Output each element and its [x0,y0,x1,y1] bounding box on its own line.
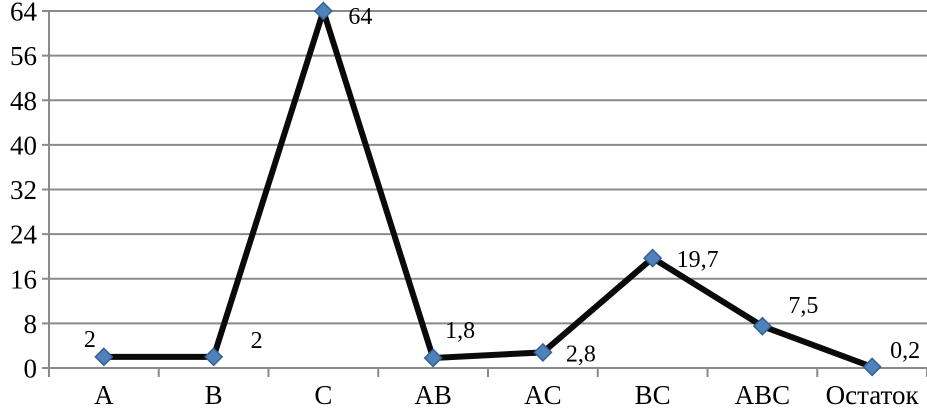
data-point-marker [204,347,224,367]
data-point-marker [423,348,443,368]
y-tick-label: 56 [10,41,37,71]
data-point-marker [313,1,333,21]
data-point-marker [94,347,114,367]
data-point-label: 1,8 [445,318,475,344]
data-point-label: 19,7 [677,247,719,273]
data-point-label: 7,5 [788,293,818,319]
data-point-marker [643,248,663,268]
data-point-marker [752,316,772,336]
x-tick-label: B [205,380,223,410]
y-tick-label: 24 [10,220,38,250]
y-tick-label: 48 [10,86,37,116]
x-tick-label: AB [414,380,452,410]
data-point-label: 2 [84,327,96,353]
x-tick-label: AC [524,380,562,410]
y-tick-label: 0 [24,354,38,384]
y-tick-label: 40 [10,130,37,160]
data-point-marker [533,342,553,362]
data-point-label: 2,8 [566,341,596,367]
y-tick-label: 8 [24,309,38,339]
data-point-marker [862,357,882,377]
data-point-label: 64 [348,4,372,30]
x-tick-label: ABC [735,380,791,410]
data-point-label: 2 [251,328,263,354]
x-tick-label: A [94,380,114,410]
y-tick-label: 64 [10,0,38,27]
x-tick-label: Остаток [826,380,920,410]
data-point-label: 0,2 [890,338,920,364]
y-tick-label: 16 [10,264,37,294]
y-tick-label: 32 [10,175,37,205]
x-tick-label: C [314,380,332,410]
series-line [103,1,874,370]
x-tick-label: BC [635,380,671,410]
